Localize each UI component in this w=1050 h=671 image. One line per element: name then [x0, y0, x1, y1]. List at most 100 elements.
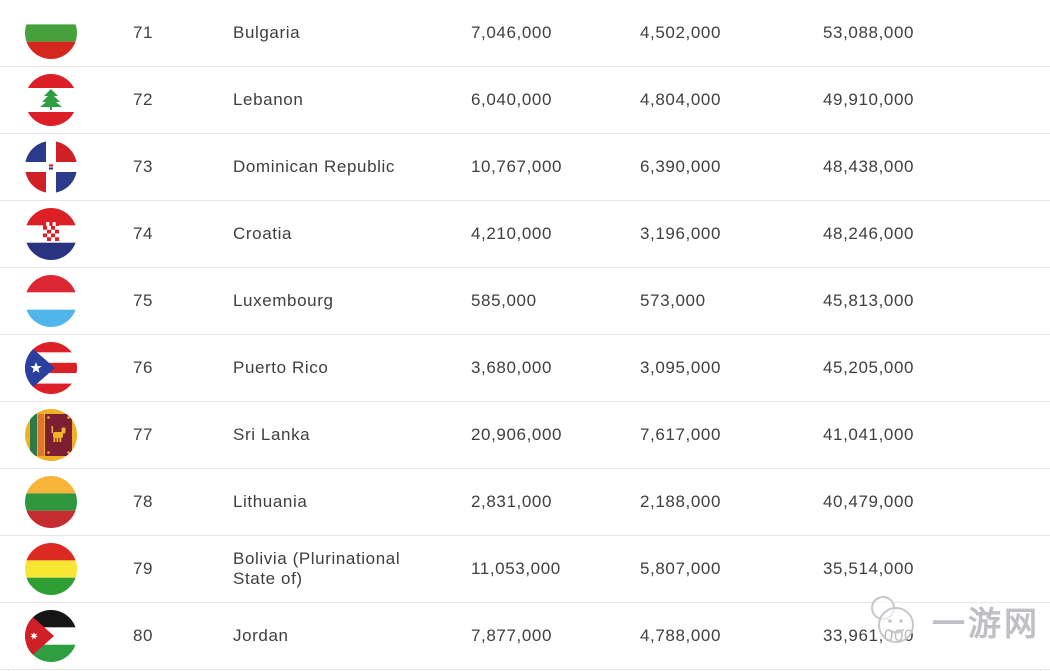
value-column-3-cell: 48,438,000 [823, 157, 915, 176]
flag-cell [8, 342, 125, 394]
value-column-3-cell: 35,514,000 [823, 559, 915, 578]
rank-cell: 79 [133, 559, 154, 578]
luxembourg-flag-icon [25, 275, 77, 327]
value-column-2-cell: 4,502,000 [640, 23, 722, 42]
flag-cell [8, 476, 125, 528]
value-column-3-cell: 45,205,000 [823, 358, 915, 377]
rank-cell: 75 [133, 291, 154, 310]
rank-cell: 76 [133, 358, 154, 377]
country-name: Jordan [233, 625, 289, 645]
sri-lanka-flag-icon [25, 409, 77, 461]
value-column-3-cell: 40,479,000 [823, 492, 915, 511]
value-column-3-cell: 48,246,000 [823, 224, 915, 243]
rank-cell: 72 [133, 90, 154, 109]
table-row: 72 Lebanon 6,040,000 4,804,000 49,910,00… [0, 67, 1050, 134]
lithuania-flag-icon [25, 476, 77, 528]
value-column-1-cell: 4,210,000 [471, 224, 553, 243]
country-name-cell: Luxembourg [225, 291, 463, 311]
value-column-1-cell: 20,906,000 [471, 425, 563, 444]
value-column-2-cell: 2,188,000 [640, 492, 722, 511]
puerto-rico-flag-icon [25, 342, 77, 394]
country-name-cell: Bulgaria [225, 23, 463, 43]
value-column-1-cell: 6,040,000 [471, 90, 553, 109]
croatia-flag-icon [25, 208, 77, 260]
value-column-1-cell: 7,046,000 [471, 23, 553, 42]
rank-cell: 78 [133, 492, 154, 511]
country-name: Croatia [233, 223, 293, 243]
rank-cell: 80 [133, 626, 154, 645]
table-row: 76 Puerto Rico 3,680,000 3,095,000 45,20… [0, 335, 1050, 402]
flag-cell [8, 543, 125, 595]
country-name-cell: Bolivia (Plurinational State of) [225, 549, 463, 590]
country-name: Puerto Rico [233, 357, 329, 377]
value-column-2-cell: 4,804,000 [640, 90, 722, 109]
country-name-cell: Puerto Rico [225, 358, 463, 378]
country-name: Dominican Republic [233, 156, 395, 176]
value-column-2-cell: 3,095,000 [640, 358, 722, 377]
jordan-flag-icon [25, 610, 77, 662]
row-left-spacer [0, 268, 8, 334]
row-left-spacer [0, 402, 8, 468]
value-column-2-cell: 3,196,000 [640, 224, 722, 243]
country-name-cell: Sri Lanka [225, 425, 463, 445]
rank-cell: 77 [133, 425, 154, 444]
country-name-cell: Jordan [225, 626, 463, 646]
flag-cell [8, 7, 125, 59]
value-column-2-cell: 4,788,000 [640, 626, 722, 645]
row-left-spacer [0, 469, 8, 535]
value-column-1-cell: 3,680,000 [471, 358, 553, 377]
flag-cell [8, 275, 125, 327]
rank-cell: 74 [133, 224, 154, 243]
country-name: Luxembourg [233, 290, 334, 310]
country-name: Lebanon [233, 89, 304, 109]
table-row: 80 Jordan 7,877,000 4,788,000 33,961,000 [0, 603, 1050, 670]
value-column-3-cell: 45,813,000 [823, 291, 915, 310]
row-left-spacer [0, 0, 8, 66]
bolivia-flag-icon [25, 543, 77, 595]
rank-cell: 71 [133, 23, 154, 42]
table-row: 73 Dominican Republic 10,767,000 6,390,0… [0, 134, 1050, 201]
value-column-1-cell: 585,000 [471, 291, 537, 310]
country-name: Lithuania [233, 491, 308, 511]
value-column-2-cell: 573,000 [640, 291, 706, 310]
row-left-spacer [0, 67, 8, 133]
table-row: 74 Croatia 4,210,000 3,196,000 48,246,00… [0, 201, 1050, 268]
value-column-3-cell: 53,088,000 [823, 23, 915, 42]
row-left-spacer [0, 536, 8, 602]
country-name-cell: Lithuania [225, 492, 463, 512]
flag-cell [8, 409, 125, 461]
row-left-spacer [0, 201, 8, 267]
value-column-3-cell: 49,910,000 [823, 90, 915, 109]
value-column-2-cell: 5,807,000 [640, 559, 722, 578]
row-left-spacer [0, 134, 8, 200]
value-column-2-cell: 7,617,000 [640, 425, 722, 444]
country-name-cell: Dominican Republic [225, 157, 463, 177]
lebanon-flag-icon [25, 74, 77, 126]
rank-cell: 73 [133, 157, 154, 176]
row-left-spacer [0, 335, 8, 401]
flag-cell [8, 208, 125, 260]
value-column-2-cell: 6,390,000 [640, 157, 722, 176]
dominican-republic-flag-icon [25, 141, 77, 193]
country-name: Sri Lanka [233, 424, 311, 444]
value-column-1-cell: 11,053,000 [471, 559, 561, 578]
country-name-cell: Lebanon [225, 90, 463, 110]
country-name: Bulgaria [233, 22, 301, 42]
flag-cell [8, 74, 125, 126]
row-left-spacer [0, 603, 8, 669]
country-name: Bolivia (Plurinational State of) [233, 548, 401, 588]
country-name-cell: Croatia [225, 224, 463, 244]
bulgaria-flag-icon [25, 7, 77, 59]
value-column-1-cell: 10,767,000 [471, 157, 563, 176]
value-column-1-cell: 7,877,000 [471, 626, 553, 645]
flag-cell [8, 610, 125, 662]
table-row: 71 Bulgaria 7,046,000 4,502,000 53,088,0… [0, 0, 1050, 67]
table-row: 78 Lithuania 2,831,000 2,188,000 40,479,… [0, 469, 1050, 536]
value-column-3-cell: 41,041,000 [823, 425, 915, 444]
flag-cell [8, 141, 125, 193]
table-row: 77 Sri Lanka 20,906,000 7,617,000 41,041… [0, 402, 1050, 469]
value-column-3-cell: 33,961,000 [823, 626, 915, 645]
table-row: 75 Luxembourg 585,000 573,000 45,813,000 [0, 268, 1050, 335]
